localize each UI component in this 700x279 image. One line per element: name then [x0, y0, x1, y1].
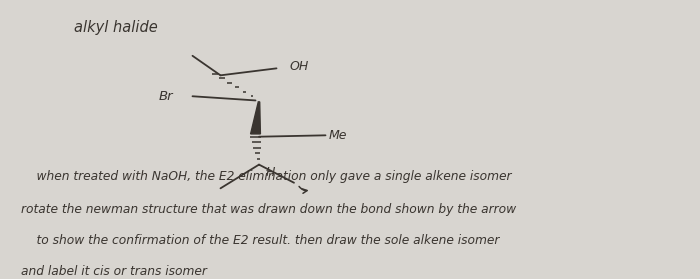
- Text: Br: Br: [158, 90, 173, 103]
- Text: H: H: [266, 166, 275, 179]
- Text: and label it cis or trans isomer: and label it cis or trans isomer: [21, 264, 207, 278]
- Text: rotate the newman structure that was drawn down the bond shown by the arrow: rotate the newman structure that was dra…: [21, 203, 516, 216]
- Text: alkyl halide: alkyl halide: [74, 20, 158, 35]
- Text: OH: OH: [289, 61, 309, 73]
- Text: to show the confirmation of the E2 result. then draw the sole alkene isomer: to show the confirmation of the E2 resul…: [21, 234, 499, 247]
- Text: when treated with NaOH, the E2 elimination only gave a single alkene isomer: when treated with NaOH, the E2 eliminati…: [21, 170, 512, 183]
- Text: Me: Me: [329, 129, 347, 142]
- Polygon shape: [251, 102, 260, 134]
